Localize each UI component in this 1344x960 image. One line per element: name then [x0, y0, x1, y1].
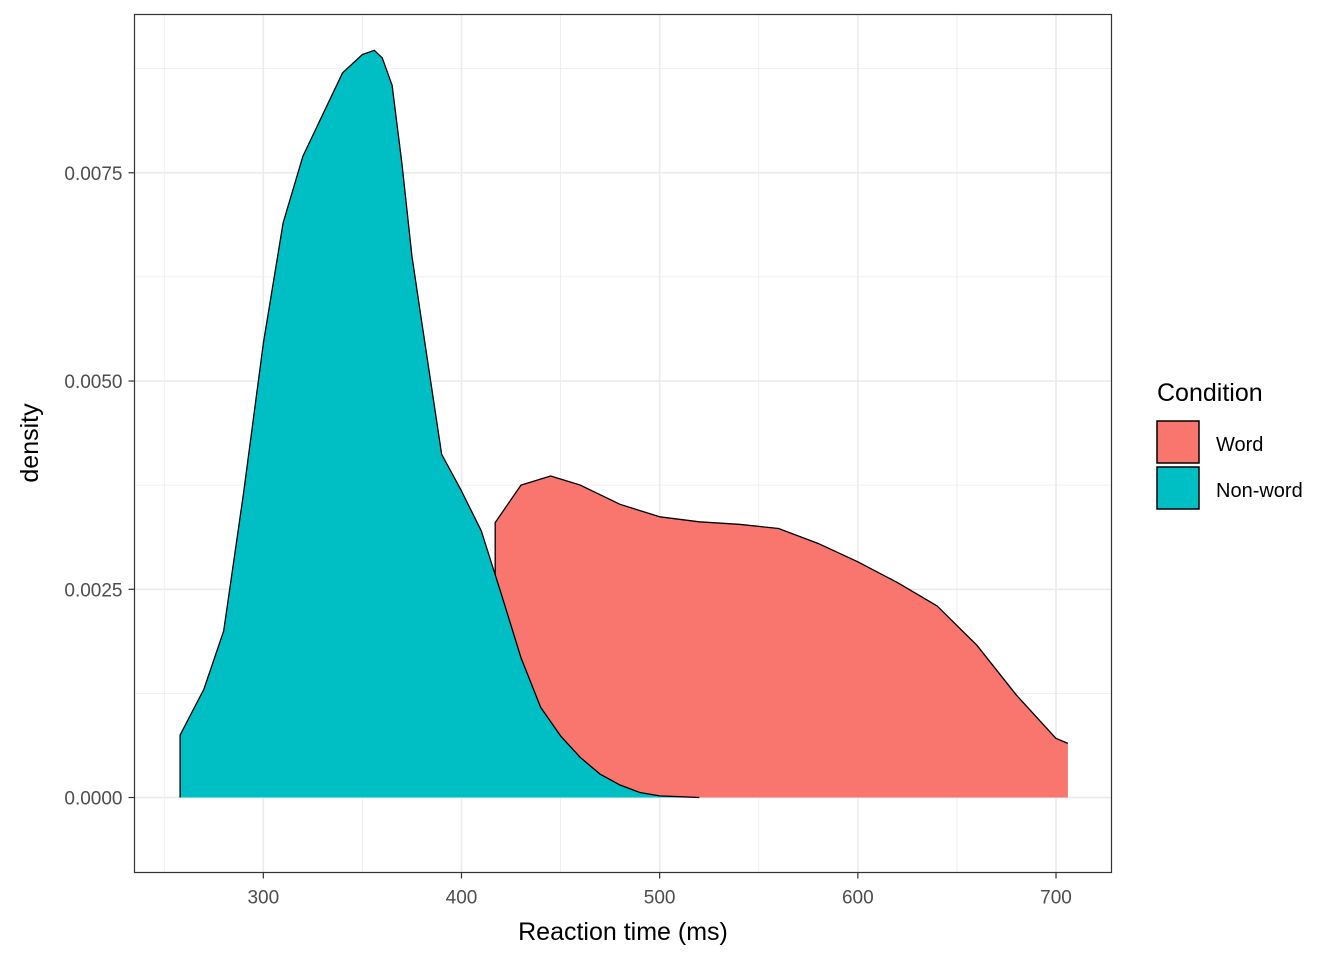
x-tick-label: 400: [446, 888, 478, 909]
x-tick-label: 700: [1040, 888, 1072, 909]
x-tick-label: 500: [644, 888, 676, 909]
density-outline-word: [494, 475, 1069, 798]
legend-title: Condition: [1157, 379, 1263, 407]
legend-key-word: [1156, 420, 1200, 464]
y-tick-label: 0.0000: [64, 789, 122, 810]
y-tick-label: 0.0050: [64, 372, 122, 393]
density-area-word: [495, 475, 1068, 798]
x-tick-label: 300: [247, 888, 279, 909]
density-outline-non-word: [179, 49, 700, 799]
legend-key-non-word: [1156, 466, 1200, 510]
legend-label-non-word: Non-word: [1216, 480, 1303, 502]
y-tick-label: 0.0075: [64, 164, 122, 185]
y-axis-title: density: [16, 403, 44, 483]
legend-label-word: Word: [1216, 434, 1263, 456]
x-tick-label: 600: [842, 888, 874, 909]
y-tick-label: 0.0025: [64, 580, 122, 601]
axis-ticks: 300 400 500 600 700 0.0000 0.0025 0.0050 0.0075: [64, 164, 1071, 909]
plot-panel-border: [133, 13, 1113, 874]
density-areas: [179, 49, 1069, 799]
x-axis-title: Reaction time (ms): [518, 918, 728, 946]
legend: Condition Word Non-word: [1156, 379, 1303, 510]
density-area-non-word: [180, 50, 700, 798]
